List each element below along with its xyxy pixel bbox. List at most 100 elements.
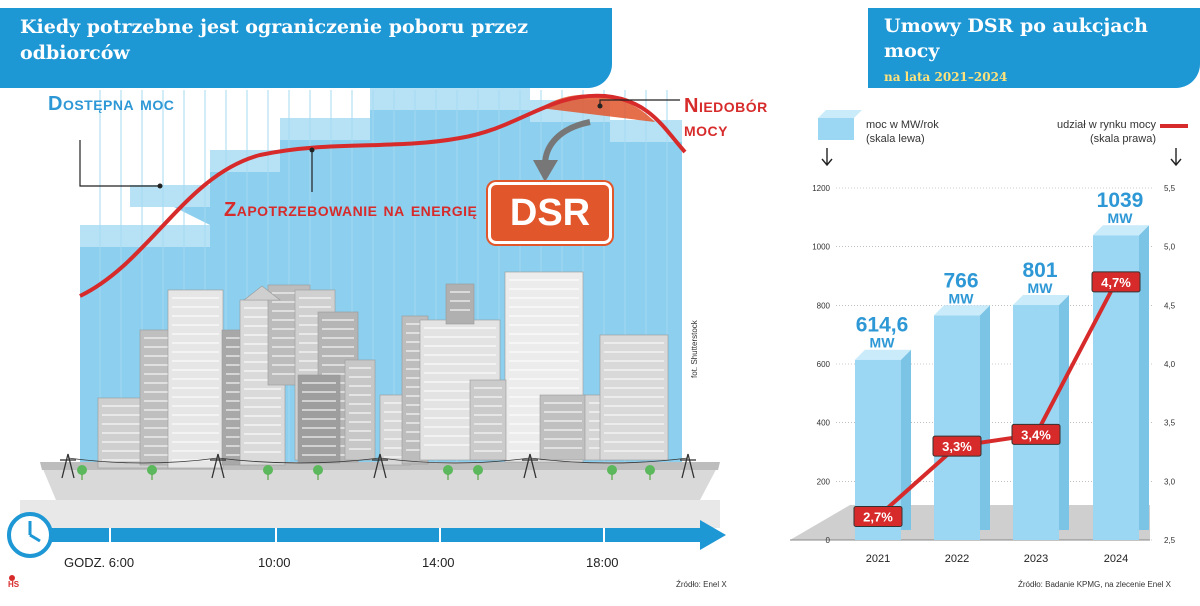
demand-line <box>79 93 687 298</box>
tree-2 <box>263 465 273 475</box>
y-left-tick-label: 1000 <box>812 243 830 252</box>
right-source: Źródło: Badanie KPMG, na zlecenie Enel X <box>1018 580 1171 589</box>
y-right-tick-label: 2,5 <box>1164 536 1176 545</box>
deficit-fill <box>540 94 655 122</box>
tree-7 <box>645 465 655 475</box>
photo-credit: fot. Shutterstock <box>690 320 699 378</box>
callout-lines <box>79 99 680 192</box>
bar-side-2024 <box>1093 225 1149 540</box>
right-chart-header: Umowy DSR po aukcjach mocy na lata 2021–… <box>868 8 1200 88</box>
time-axis <box>7 512 726 581</box>
tree-1 <box>147 465 157 475</box>
y-left-tick-label: 1200 <box>812 184 830 193</box>
tree-0 <box>77 465 87 475</box>
step-top-1 <box>130 185 210 207</box>
y-right-tick-label: 3,0 <box>1164 477 1176 486</box>
dsr-arrow-shaft <box>542 119 591 166</box>
legend-bars-label: moc w MW/rok (skala lewa) <box>866 119 939 145</box>
bar-top-2021 <box>855 349 911 360</box>
demand-curve <box>79 93 687 298</box>
bar-2022 <box>934 315 980 540</box>
step-top-3 <box>280 118 370 140</box>
y-left-tick-label: 800 <box>817 301 831 310</box>
y-right-tick-label: 5,0 <box>1164 243 1176 252</box>
bar-unit-label-2021: MW <box>870 335 896 351</box>
callout-available <box>79 140 160 187</box>
bar-unit-label-2024: MW <box>1108 210 1134 226</box>
building-15 <box>539 394 587 461</box>
left-source: Źródło: Enel X <box>676 580 727 589</box>
street-surface <box>40 462 720 500</box>
city-buildings <box>97 271 669 469</box>
arrow-down-icon <box>821 148 833 167</box>
time-label-1400: 14:00 <box>422 555 455 570</box>
tree-4 <box>443 465 453 475</box>
left-chart-title: Kiedy potrzebne jest ograniczenie poboru… <box>20 16 529 64</box>
x-tick-label-2021: 2021 <box>866 553 890 565</box>
share-value-label-2024: 4,7% <box>1101 275 1131 290</box>
share-value-label-2022: 3,3% <box>942 439 972 454</box>
building-13 <box>445 283 475 325</box>
callout-dot <box>309 147 315 153</box>
bar-top-2022 <box>934 305 990 316</box>
publisher-logo: HS <box>8 580 20 589</box>
x-tick-label-2022: 2022 <box>945 553 969 565</box>
bar-side-2022 <box>934 305 990 540</box>
bar-top-2023 <box>1013 295 1069 306</box>
time-label-0600: GODZ. 6:00 <box>64 555 135 570</box>
time-axis-bar <box>40 528 706 542</box>
label-demand: Zapotrzebowanie na energię <box>224 199 478 221</box>
bar-value-label-2024: 1039 <box>1097 189 1144 212</box>
tree-6 <box>607 465 617 475</box>
y-right-tick-label: 5,5 <box>1164 184 1176 193</box>
bar-2023 <box>1013 305 1059 540</box>
right-chart-title: Umowy DSR po aukcjach mocy <box>884 15 1148 62</box>
share-marker-2024 <box>1091 271 1141 293</box>
power-wire <box>67 457 689 464</box>
y-left-tick-label: 400 <box>817 419 831 428</box>
share-marker-2021 <box>853 506 903 528</box>
bar-side-2021 <box>855 349 911 540</box>
legend-line-label: udział w rynku mocy (skala prawa) <box>1056 119 1156 145</box>
left-illustration <box>7 88 726 581</box>
building-18 <box>469 379 507 461</box>
callout-dot <box>157 183 163 189</box>
share-line <box>876 280 1118 519</box>
pylon-0 <box>61 453 75 479</box>
dsr-arrow-head <box>533 160 558 182</box>
share-marker-2022 <box>932 435 982 457</box>
tree-5 <box>473 465 483 475</box>
share-marker-2023 <box>1011 423 1061 445</box>
time-label-1800: 18:00 <box>586 555 619 570</box>
legend-bar-swatch <box>818 118 854 140</box>
y-left-tick-label: 600 <box>817 360 831 369</box>
street-base <box>20 462 720 528</box>
pylon-4 <box>681 453 695 479</box>
bar-value-label-2023: 801 <box>1022 259 1057 282</box>
y-left-tick-label: 200 <box>817 477 831 486</box>
bar-unit-label-2023: MW <box>1028 280 1054 296</box>
bar-value-label-2022: 766 <box>943 269 978 292</box>
y-right-tick-label: 4,5 <box>1164 301 1176 310</box>
share-value-label-2021: 2,7% <box>863 510 893 525</box>
right-chart-subtitle: na lata 2021–2024 <box>884 70 1008 84</box>
dsr-badge: DSR <box>488 182 612 244</box>
y-left-tick-label: 0 <box>826 536 831 545</box>
street-front <box>20 500 720 528</box>
x-tick-label-2023: 2023 <box>1024 553 1048 565</box>
tree-3 <box>313 465 323 475</box>
y-right-tick-label: 4,0 <box>1164 360 1176 369</box>
y-right-tick-label: 3,5 <box>1164 419 1176 428</box>
building-roof <box>243 285 281 301</box>
label-available-power: Dostępna moc <box>48 93 175 115</box>
logo-icon <box>9 575 15 581</box>
power-pylons <box>60 453 696 480</box>
callout-dot <box>597 103 603 109</box>
pylon-2 <box>373 453 387 479</box>
legend-bar-swatch-top <box>818 110 862 118</box>
bar-top-2024 <box>1093 225 1149 236</box>
time-axis-arrow <box>700 520 726 550</box>
chart-legend <box>818 110 1188 167</box>
